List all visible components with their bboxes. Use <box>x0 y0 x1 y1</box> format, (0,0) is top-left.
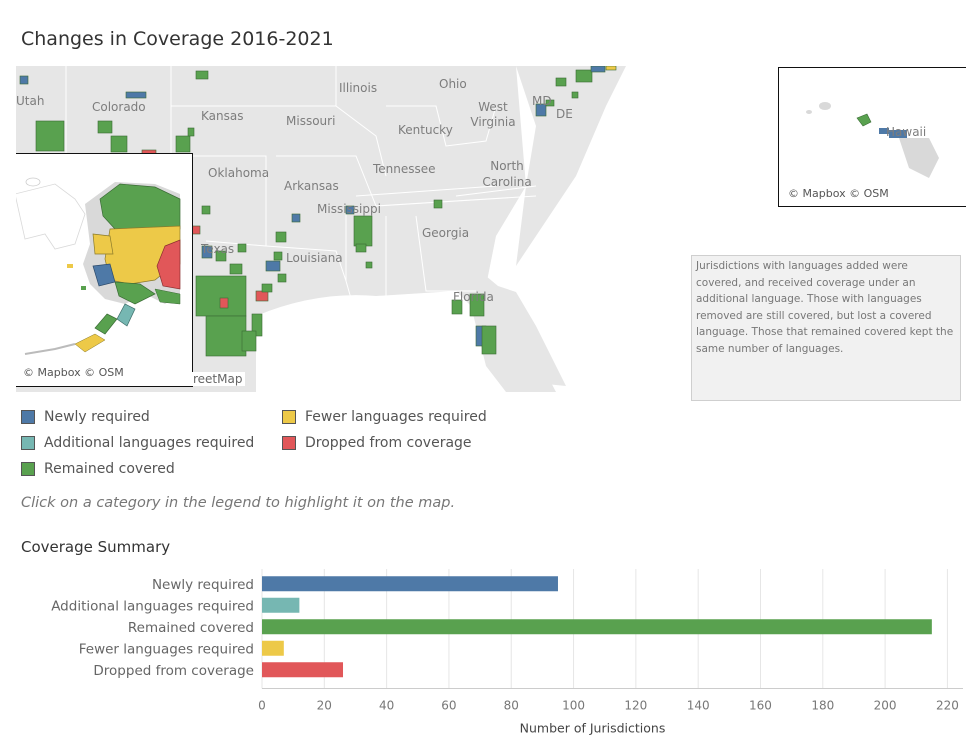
category-label: Remained covered <box>128 620 254 636</box>
state-borders <box>65 66 537 317</box>
state-label-ohio: Ohio <box>439 77 467 91</box>
x-tick-label: 120 <box>624 699 647 713</box>
x-tick-label: 20 <box>317 699 332 713</box>
x-tick-label: 200 <box>874 699 897 713</box>
state-label-georgia: Georgia <box>422 226 470 240</box>
legend-item-newly-required[interactable]: Newly required <box>21 409 150 425</box>
state-label-hawaii: Hawaii <box>886 125 927 139</box>
fewer-languages-swatch-icon <box>282 410 296 424</box>
legend-item-fewer-languages[interactable]: Fewer languages required <box>282 409 487 425</box>
category-label: Newly required <box>152 577 254 593</box>
hawaii-inset[interactable]: Hawaii © Mapbox © OSM <box>778 67 966 207</box>
state-label-kentucky: Kentucky <box>398 123 453 137</box>
legend-label: Newly required <box>44 409 150 425</box>
category-label: Additional languages required <box>51 598 254 614</box>
alaska-inset[interactable]: © Mapbox © OSM <box>16 153 193 387</box>
bar-fewer[interactable] <box>262 640 284 656</box>
x-axis-title: Number of Jurisdictions <box>520 721 666 736</box>
state-label-mississippi: Mississippi <box>317 202 381 216</box>
hawaii-canvas <box>806 102 939 178</box>
legend-label: Remained covered <box>44 461 175 477</box>
x-tick-label: 180 <box>811 699 834 713</box>
state-label-md: MD <box>532 94 552 108</box>
state-label-kansas: Kansas <box>201 109 244 123</box>
x-tick-label: 140 <box>687 699 710 713</box>
state-label-louisiana: Louisiana <box>286 251 343 265</box>
state-label-florida: Florida <box>453 290 494 304</box>
coverage-summary-chart: Newly required Additional languages requi… <box>51 569 963 736</box>
alaska-canvas <box>16 177 181 355</box>
bar-remained[interactable] <box>262 619 932 635</box>
legend-label: Fewer languages required <box>305 409 487 425</box>
state-label-de: DE <box>556 107 573 121</box>
additional-languages-swatch-icon <box>21 436 35 450</box>
state-label-missouri: Missouri <box>286 114 336 128</box>
dropped-from-coverage-swatch-icon <box>282 436 296 450</box>
coverage-summary-title: Coverage Summary <box>21 538 171 556</box>
bar-newly[interactable] <box>262 576 558 592</box>
x-tick-label: 0 <box>258 699 266 713</box>
osm-attribution-fragment[interactable]: reetMap <box>190 372 246 386</box>
legend-label: Dropped from coverage <box>305 435 472 451</box>
category-label: Dropped from coverage <box>93 663 254 679</box>
x-tick-label: 100 <box>562 699 585 713</box>
legend-item-remained-covered[interactable]: Remained covered <box>21 461 175 477</box>
legend-hint: Click on a category in the legend to hig… <box>21 495 456 511</box>
page-title: Changes in Coverage 2016-2021 <box>21 28 334 50</box>
state-label-utah: Utah <box>16 94 45 108</box>
state-label-tennessee: Tennessee <box>373 162 436 176</box>
x-tick-label: 160 <box>749 699 772 713</box>
legend-item-additional-languages[interactable]: Additional languages required <box>21 435 254 451</box>
x-tick-label: 220 <box>936 699 959 713</box>
remained-covered-swatch-icon <box>21 462 35 476</box>
legend-item-dropped-from-coverage[interactable]: Dropped from coverage <box>282 435 472 451</box>
x-tick-label: 40 <box>379 699 394 713</box>
state-label-oklahoma: Oklahoma <box>208 166 270 180</box>
state-label-north-carolina: North Carolina <box>482 159 532 189</box>
bar-additional[interactable] <box>262 597 300 613</box>
gulf-water <box>256 291 506 392</box>
state-label-west-virginia: West Virginia <box>470 100 516 129</box>
legend-label: Additional languages required <box>44 435 255 451</box>
x-tick-label: 60 <box>441 699 456 713</box>
alaska-attribution[interactable]: © Mapbox © OSM <box>23 366 124 379</box>
state-label-illinois: Illinois <box>339 81 378 95</box>
newly-required-swatch-icon <box>21 410 35 424</box>
category-label: Fewer languages required <box>79 641 254 657</box>
florida-land <box>486 276 566 386</box>
state-label-texas: Texas <box>201 242 235 256</box>
x-tick-label: 80 <box>504 699 519 713</box>
state-label-colorado: Colorado <box>92 100 146 114</box>
hawaii-attribution[interactable]: © Mapbox © OSM <box>788 187 889 200</box>
coverage-note: Jurisdictions with languages added were … <box>691 255 961 401</box>
state-label-arkansas: Arkansas <box>284 179 339 193</box>
bar-dropped[interactable] <box>262 662 344 678</box>
